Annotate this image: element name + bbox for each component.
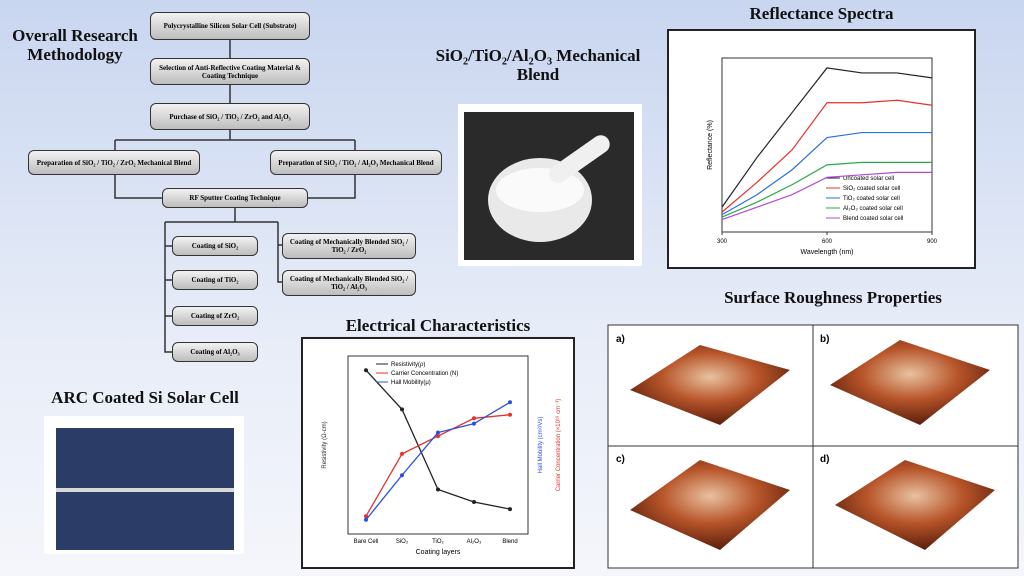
y-axis-label: Resistivity (Ω-cm)	[322, 421, 328, 468]
x-tick-label: 300	[717, 239, 728, 245]
flow-node: Selection of Anti-Reflective Coating Mat…	[150, 58, 310, 85]
point	[436, 434, 440, 439]
x-tick-label: 900	[927, 239, 938, 245]
legend-label: Carrier Concentration (N)	[391, 371, 458, 377]
series-line	[721, 67, 933, 208]
solar-cell-photo	[44, 416, 244, 554]
x-tick-label: Bare Cell	[354, 539, 379, 545]
point	[436, 487, 440, 492]
flow-node: Coating of Mechanically Blended SiO₂ / T…	[282, 270, 416, 296]
y-axis-label: Hall Mobility (cm²/Vs)	[538, 417, 544, 474]
panel-label: c)	[616, 454, 625, 465]
flow-node: Coating of SiO₂	[172, 236, 258, 256]
x-axis-label: Coating layers	[416, 549, 461, 556]
point	[472, 416, 476, 421]
point	[472, 499, 476, 504]
flow-node: Coating of ZrO₂	[172, 306, 258, 326]
legend-label: TiO₂ coated solar cell	[843, 196, 900, 202]
heading: Overall Research Methodology	[12, 26, 138, 64]
electrical-frame	[301, 337, 575, 569]
x-tick-label: Blend	[502, 539, 517, 545]
flow-node: Preparation of SiO₂ / TiO₂ / ZrO₂ Mechan…	[28, 150, 200, 175]
legend-label: SiO₂ coated solar cell	[843, 186, 900, 192]
point	[508, 412, 512, 417]
point	[436, 430, 440, 435]
heading: SiO₂/TiO₂/Al₂O₃ Mechanical Blend	[435, 46, 641, 84]
point	[472, 421, 476, 426]
afm-panels	[607, 324, 1019, 569]
series-line	[721, 131, 932, 216]
legend-label: Hall Mobility(μ)	[391, 380, 431, 386]
reflectance-frame	[667, 29, 976, 269]
y-axis-label: Carrier Concentration (×10¹⁸ cm⁻³)	[555, 399, 562, 492]
flow-node: Polycrystalline Silicon Solar Cell (Subs…	[150, 12, 310, 40]
point	[508, 400, 512, 405]
legend-label: Al₂O₃ coated solar cell	[843, 206, 903, 212]
x-tick-label: 600	[822, 239, 833, 245]
connectors	[114, 40, 356, 353]
flow-node: Coating of Al₂O₃	[172, 342, 258, 362]
series-line	[721, 171, 932, 221]
series-line	[721, 161, 932, 218]
panel-label: b)	[820, 334, 829, 345]
x-axis-label: Wavelength (nm)	[800, 249, 853, 256]
heading: ARC Coated Si Solar Cell	[51, 388, 239, 407]
flow-node: Preparation of SiO₂ / TiO₂ / Al₂O₃ Mecha…	[270, 150, 442, 175]
point	[364, 368, 368, 373]
point	[364, 514, 368, 519]
legend-label: Resistivity(ρ)	[391, 362, 425, 368]
point	[508, 507, 512, 512]
plot-area	[347, 355, 529, 535]
point	[364, 517, 368, 522]
point	[400, 407, 404, 412]
x-tick-label: SiO₂	[396, 539, 409, 545]
point	[400, 451, 404, 456]
series-line	[721, 99, 933, 213]
flow-node: Coating of Mechanically Blended SiO₂ / T…	[282, 233, 416, 259]
flow-node: Coating of TiO₂	[172, 270, 258, 290]
legend-label: Blend coated solar cell	[843, 216, 903, 222]
x-tick-label: Al₂O₃	[467, 539, 482, 545]
flow-node: RF Sputter Coating Technique	[162, 188, 308, 208]
legend-label: Uncoated solar cell	[843, 176, 894, 182]
mortar-photo	[458, 104, 642, 266]
heading: Electrical Characteristics	[345, 316, 531, 335]
flow-node: Purchase of SiO₂ / TiO₂ / ZrO₂ and Al₂O₃	[150, 103, 310, 130]
y-axis-label: Reflectance (%)	[707, 120, 714, 170]
point	[400, 473, 404, 478]
heading: Reflectance Spectra	[749, 4, 894, 23]
x-tick-label: TiO₂	[432, 539, 444, 545]
panel-label: d)	[820, 454, 829, 465]
heading: Surface Roughness Properties	[724, 288, 942, 307]
panel-label: a)	[616, 334, 625, 345]
